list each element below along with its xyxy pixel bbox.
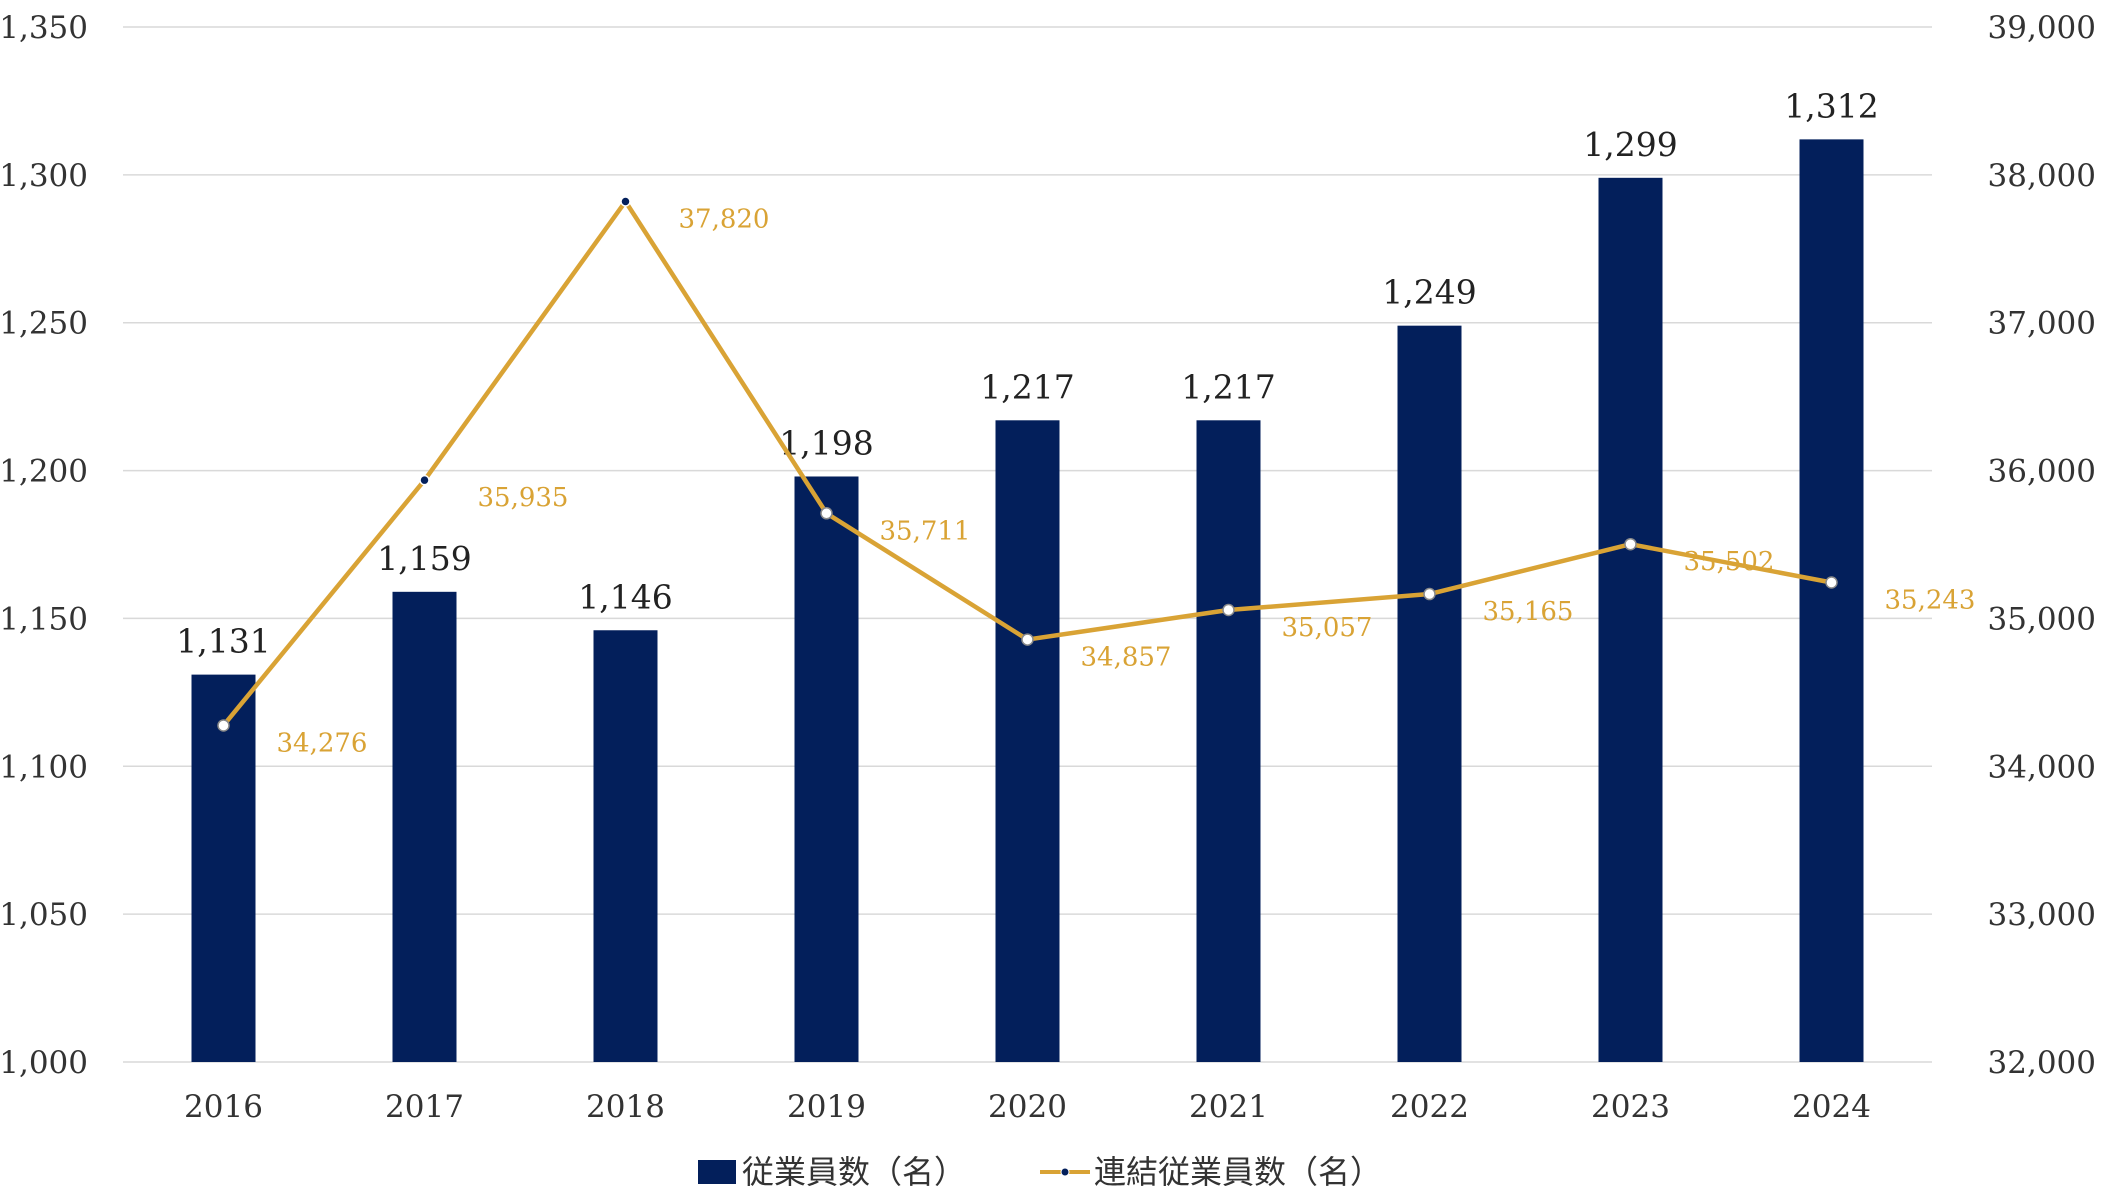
line-point <box>1423 587 1436 601</box>
line-point <box>1021 633 1034 646</box>
bar-data-label: 1,299 <box>1583 125 1677 164</box>
line-data-label: 37,820 <box>679 204 770 234</box>
y-left-tick-label: 1,000 <box>0 1045 88 1081</box>
x-tick-label: 2017 <box>385 1089 464 1125</box>
line-data-label: 34,276 <box>277 728 368 758</box>
y-left-tick-label: 1,100 <box>0 749 88 785</box>
line-data-label: 34,857 <box>1081 643 1172 673</box>
bar <box>593 630 658 1062</box>
y-left-tick-label: 1,200 <box>0 454 88 490</box>
y-right-tick-label: 38,000 <box>1988 158 2096 194</box>
legend-line-label: 連結従業員数（名） <box>1094 1153 1382 1191</box>
x-axis: 2016 2017 2018 2019 2020 2021 2022 2023 2024 <box>184 1089 1871 1125</box>
bar <box>392 591 457 1062</box>
y-right-tick-label: 35,000 <box>1988 601 2096 637</box>
line-data-label: 35,057 <box>1282 613 1373 643</box>
bar <box>794 476 859 1062</box>
line-data-label: 35,502 <box>1684 547 1775 577</box>
y-left-tick-label: 1,300 <box>0 158 88 194</box>
bar-data-labels: 1,131 1,159 1,146 1,198 1,217 1,217 1,249 1,299… <box>176 86 1878 660</box>
bar-data-label: 1,198 <box>779 423 873 462</box>
y-right-tick-label: 39,000 <box>1988 10 2096 46</box>
y-right-tick-label: 34,000 <box>1988 749 2096 785</box>
bar <box>1196 420 1261 1062</box>
line-data-label: 35,935 <box>478 483 569 513</box>
bar <box>995 420 1060 1062</box>
y-axis-right: 32,000 33,000 34,000 35,000 36,000 37,000 38,0… <box>1988 10 2096 1081</box>
y-right-tick-label: 37,000 <box>1988 306 2096 342</box>
line-series <box>217 196 1838 732</box>
line-data-label: 35,165 <box>1483 597 1574 627</box>
legend: 従業員数（名） 連結従業員数（名） <box>698 1153 1382 1191</box>
bar-data-label: 1,217 <box>1181 367 1275 406</box>
line-point <box>1624 537 1637 551</box>
y-right-tick-label: 32,000 <box>1988 1045 2096 1081</box>
bar <box>191 674 256 1062</box>
line-point <box>419 474 430 486</box>
x-tick-label: 2022 <box>1390 1089 1469 1125</box>
bar-data-label: 1,146 <box>578 577 672 616</box>
x-tick-label: 2023 <box>1591 1089 1670 1125</box>
line-point <box>820 507 833 520</box>
line-point <box>1222 603 1235 617</box>
y-right-tick-label: 36,000 <box>1988 454 2096 490</box>
y-left-tick-label: 1,250 <box>0 306 88 342</box>
line-point <box>620 196 631 207</box>
y-right-tick-label: 33,000 <box>1988 897 2096 933</box>
line-data-label: 35,243 <box>1885 585 1976 615</box>
x-tick-label: 2018 <box>586 1089 665 1125</box>
line-point <box>1825 576 1838 589</box>
line-point <box>217 719 230 732</box>
line-data-labels: 34,276 35,935 37,820 35,711 34,857 35,057 35,1… <box>277 204 1976 758</box>
bar <box>1397 325 1462 1063</box>
y-left-tick-label: 1,150 <box>0 601 88 637</box>
bar-data-label: 1,217 <box>980 367 1074 406</box>
bar-data-label: 1,131 <box>176 622 270 661</box>
y-left-tick-label: 1,050 <box>0 897 88 933</box>
bar-data-label: 1,159 <box>377 539 471 578</box>
x-tick-label: 2021 <box>1189 1089 1268 1125</box>
bar-data-label: 1,249 <box>1382 273 1476 312</box>
y-axis-left: 1,000 1,050 1,100 1,150 1,200 1,250 1,300 1,350 <box>0 10 88 1081</box>
x-tick-label: 2019 <box>787 1089 866 1125</box>
bar <box>1598 177 1663 1063</box>
y-left-tick-label: 1,350 <box>0 10 88 46</box>
line-data-label: 35,711 <box>880 516 971 546</box>
bar <box>1799 139 1864 1062</box>
legend-bar-label: 従業員数（名） <box>742 1153 966 1191</box>
x-tick-label: 2024 <box>1792 1089 1871 1125</box>
x-tick-label: 2020 <box>988 1089 1067 1125</box>
legend-bar-swatch <box>698 1160 736 1184</box>
bar-data-label: 1,312 <box>1784 86 1878 125</box>
legend-line-marker <box>1060 1167 1070 1177</box>
bar-series <box>191 139 1864 1063</box>
x-tick-label: 2016 <box>184 1089 263 1125</box>
